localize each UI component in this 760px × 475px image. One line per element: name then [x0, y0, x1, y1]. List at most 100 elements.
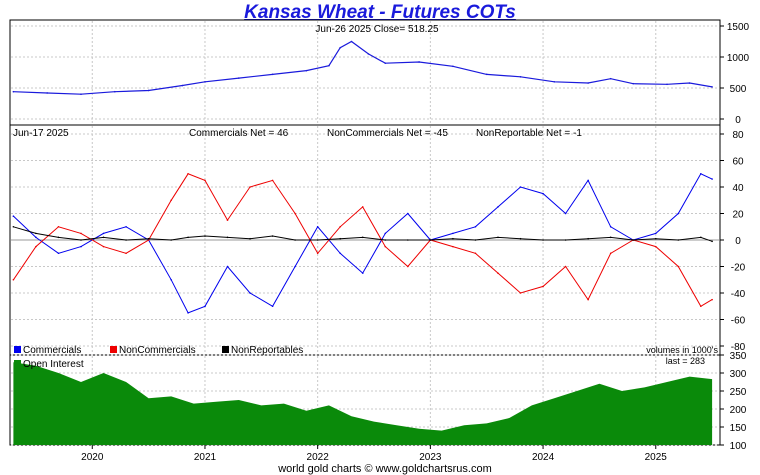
cot-point	[654, 245, 657, 248]
price-point	[271, 73, 274, 76]
cot-point	[102, 232, 105, 235]
price-panel-frame	[9, 19, 721, 126]
y-tick-label: 200	[730, 405, 747, 416]
cot-point	[519, 237, 522, 240]
y-tick-label: -80	[731, 342, 746, 353]
cot-point	[316, 252, 319, 255]
price-point	[147, 89, 150, 92]
open-interest-layer	[13, 362, 713, 445]
price-point	[339, 46, 342, 49]
cot-point	[271, 305, 274, 308]
legend-swatch-commercials	[14, 346, 21, 353]
legend-swatch-open-interest	[14, 360, 21, 367]
cot-point	[711, 298, 713, 301]
y-tick-label: 250	[730, 387, 747, 398]
cot-point	[711, 240, 713, 243]
price-point	[688, 82, 691, 84]
legend-label-open-interest: Open Interest	[23, 359, 84, 370]
volumes-units-note: volumes in 1000's	[646, 345, 718, 355]
cot-point	[542, 285, 544, 288]
y-tick-label: 20	[732, 210, 744, 221]
x-tick-label: 2025	[645, 452, 668, 463]
y-tick-label: 150	[730, 423, 747, 434]
price-point	[452, 65, 454, 68]
cot-point	[339, 252, 342, 255]
x-tick-label: 2020	[81, 452, 104, 463]
cot-point	[587, 179, 589, 182]
price-point	[609, 77, 612, 80]
noncommercials-net-annotation: NonCommercials Net = -45	[327, 128, 448, 139]
cot-point	[80, 239, 82, 241]
price-point	[12, 90, 15, 93]
price-point	[632, 82, 635, 85]
footer-credit: world gold charts © www.goldchartsrus.co…	[277, 463, 492, 475]
cot-point	[339, 237, 342, 240]
cot-point	[677, 265, 680, 268]
price-point	[46, 92, 48, 94]
price-point	[237, 77, 240, 79]
cot-point	[125, 239, 127, 241]
cot-point	[361, 272, 364, 274]
cot-point	[677, 212, 680, 215]
cot-point	[497, 272, 499, 274]
cot-point	[384, 232, 387, 235]
y-tick-label: 300	[730, 369, 747, 380]
y-tick-label: -60	[731, 316, 746, 327]
cot-point	[519, 186, 522, 188]
cot-point	[80, 232, 82, 235]
legend-label-commercials: Commercials	[23, 345, 81, 356]
cot-point	[12, 215, 15, 217]
cot-point	[12, 225, 15, 228]
cot-point	[170, 199, 172, 202]
x-tick-label: 2022	[307, 452, 330, 463]
price-point	[181, 84, 184, 87]
price-point	[587, 82, 589, 84]
cot-point	[249, 237, 251, 240]
series-layer	[12, 40, 713, 314]
cot-point	[204, 179, 206, 182]
y-tick-label: 500	[730, 84, 747, 95]
cot-point	[170, 278, 172, 281]
cot-point	[226, 219, 229, 221]
cot-point	[711, 178, 713, 180]
cot-point	[497, 236, 499, 239]
cot-point	[609, 236, 612, 239]
cot-point	[700, 172, 702, 175]
cot-point	[147, 239, 150, 241]
cot-date-annotation: Jun-17 2025	[13, 128, 69, 139]
cot-point	[294, 239, 296, 241]
cot-point	[170, 239, 172, 241]
cot-point	[542, 192, 544, 195]
cot-point	[187, 312, 189, 314]
cot-point	[204, 305, 206, 308]
cot-point	[316, 239, 319, 241]
price-point	[328, 64, 330, 67]
cot-point	[316, 225, 319, 228]
cot-point	[361, 206, 364, 208]
y-tick-label: 100	[730, 441, 747, 452]
price-annotation: Jun-26 2025 Close= 518.25	[315, 24, 439, 35]
price-point	[711, 86, 713, 88]
cot-point	[339, 225, 342, 228]
legend-label-nonreportables: NonReportables	[231, 345, 303, 356]
cot-point	[609, 252, 612, 255]
commercials-net-annotation: Commercials Net = 46	[189, 128, 289, 139]
cot-point	[249, 186, 251, 188]
y-tick-label: 0	[735, 115, 741, 126]
price-point	[367, 53, 370, 55]
x-tick-label: 2024	[532, 452, 555, 463]
cot-point	[12, 278, 15, 281]
price-point	[204, 81, 206, 83]
cot-point	[102, 245, 105, 248]
price-point	[553, 81, 556, 83]
y-tick-label: -40	[731, 289, 746, 300]
cot-point	[654, 232, 657, 235]
cot-point	[564, 265, 567, 268]
nonreportables-net-annotation: NonReportable Net = -1	[476, 128, 582, 139]
y-tick-label: 1500	[727, 22, 750, 33]
cot-point	[57, 225, 60, 228]
legend-swatch-nonreportables	[222, 346, 229, 353]
y-tick-label: 80	[732, 130, 744, 141]
legend-label-noncommercials: NonCommercials	[119, 345, 196, 356]
cot-point	[677, 239, 680, 241]
